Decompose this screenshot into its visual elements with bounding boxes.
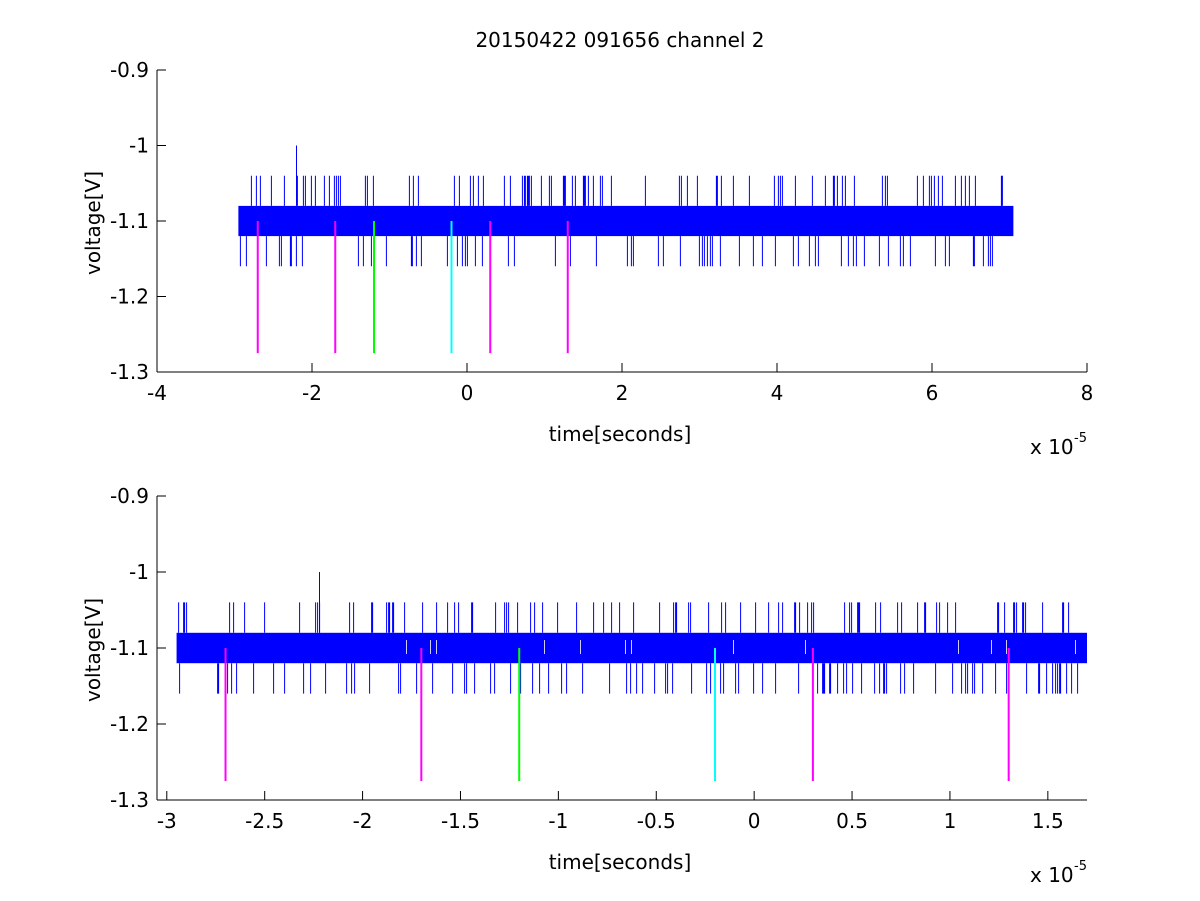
figure-title: 20150422 091656 channel 2 <box>475 28 764 52</box>
x-tick-label: 0 <box>748 809 761 833</box>
x-axis-label: time[seconds] <box>549 422 692 446</box>
x-tick-label: -4 <box>147 381 167 405</box>
y-tick-label: -1.2 <box>110 285 149 309</box>
y-tick-label: -1.3 <box>110 360 149 384</box>
x-tick-label: 2 <box>616 381 629 405</box>
y-axis-label: voltage[V] <box>81 171 105 275</box>
x-tick-label: 1 <box>944 809 957 833</box>
x-tick-label: 1.5 <box>1032 809 1064 833</box>
x-exponent-power: -5 <box>1074 859 1087 874</box>
y-tick-label: -1.1 <box>110 209 149 233</box>
signal-series-bottom <box>176 572 1087 694</box>
plot-top: -4 -2 0 2 4 6 8 -0.9 -1 -1.1 -1.2 -1.3 time[seconds]… <box>81 58 1093 459</box>
y-tick-label: -0.9 <box>110 58 149 82</box>
signal-spikes <box>178 602 1079 694</box>
x-tick-label: -2 <box>302 381 322 405</box>
y-tick-label: -1.3 <box>110 788 149 812</box>
y-tick-label: -1.1 <box>110 636 149 660</box>
x-tick-label: 4 <box>771 381 784 405</box>
x-tick-label: 0.5 <box>836 809 868 833</box>
x-tick-label: -1.5 <box>441 809 480 833</box>
x-exponent-label: x 10 <box>1030 435 1074 459</box>
signal-spikes <box>239 175 1003 267</box>
x-tick-label: -1 <box>548 809 568 833</box>
x-exponent-power: -5 <box>1074 431 1087 446</box>
x-tick-label: -2 <box>353 809 373 833</box>
signal-series-top <box>238 145 1014 267</box>
x-tick-label: 0 <box>461 381 474 405</box>
x-exponent-label: x 10 <box>1030 863 1074 887</box>
x-tick-label: -0.5 <box>637 809 676 833</box>
x-tick-label: 6 <box>926 381 939 405</box>
x-tick-label: -3 <box>157 809 177 833</box>
y-tick-label: -0.9 <box>110 484 149 508</box>
x-axis-label: time[seconds] <box>549 850 692 874</box>
plot-bottom: -3 -2.5 -2 -1.5 -1 -0.5 0 0.5 1 1.5 -0.9 -1 -1.1 -1.2… <box>81 484 1087 887</box>
y-tick-label: -1 <box>129 134 149 158</box>
x-tick-label: -2.5 <box>245 809 284 833</box>
y-tick-label: -1 <box>129 560 149 584</box>
signal-band <box>238 205 1014 237</box>
y-tick-label: -1.2 <box>110 712 149 736</box>
x-tick-label: 8 <box>1081 381 1094 405</box>
signal-gaps <box>406 640 1076 654</box>
y-axis-label: voltage[V] <box>81 598 105 702</box>
